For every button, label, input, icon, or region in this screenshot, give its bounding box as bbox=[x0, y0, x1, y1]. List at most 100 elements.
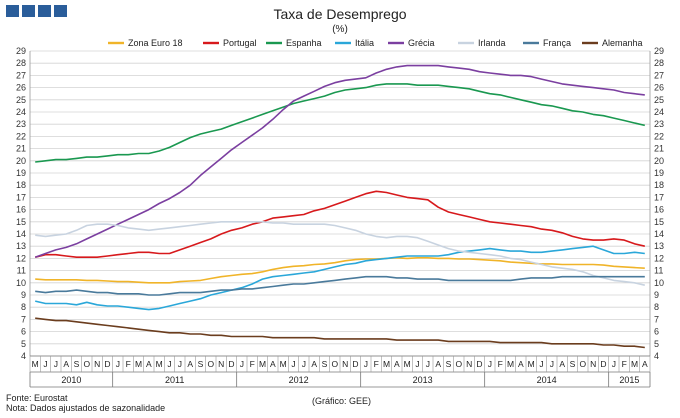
x-tick-label: D bbox=[228, 359, 234, 369]
year-label: 2013 bbox=[413, 375, 433, 385]
y-tick-label-right: 9 bbox=[654, 290, 659, 300]
x-tick-label: J bbox=[550, 359, 554, 369]
x-tick-label: A bbox=[435, 359, 441, 369]
y-tick-label-right: 19 bbox=[654, 168, 664, 178]
x-tick-label: A bbox=[270, 359, 276, 369]
y-tick-label-right: 7 bbox=[654, 314, 659, 324]
x-tick-label: A bbox=[642, 359, 648, 369]
legend-label: Itália bbox=[355, 38, 374, 48]
x-tick-label: S bbox=[198, 359, 204, 369]
y-tick-label-right: 14 bbox=[654, 229, 664, 239]
x-tick-label: M bbox=[135, 359, 142, 369]
x-tick-label: D bbox=[600, 359, 606, 369]
legend-label: Irlanda bbox=[478, 38, 506, 48]
x-tick-label: N bbox=[466, 359, 472, 369]
x-tick-label: A bbox=[311, 359, 317, 369]
x-tick-label: S bbox=[446, 359, 452, 369]
x-tick-label: O bbox=[580, 359, 587, 369]
x-tick-label: S bbox=[570, 359, 576, 369]
x-tick-label: F bbox=[498, 359, 503, 369]
x-tick-label: F bbox=[622, 359, 627, 369]
y-tick-label-right: 10 bbox=[654, 278, 664, 288]
x-tick-label: M bbox=[528, 359, 535, 369]
x-tick-label: J bbox=[426, 359, 430, 369]
x-tick-label: J bbox=[302, 359, 306, 369]
y-tick-label-left: 12 bbox=[16, 253, 26, 263]
x-tick-label: N bbox=[94, 359, 100, 369]
x-tick-label: A bbox=[518, 359, 524, 369]
series-line-fran-a bbox=[35, 275, 645, 296]
y-tick-label-left: 16 bbox=[16, 205, 26, 215]
x-tick-label: M bbox=[32, 359, 39, 369]
x-tick-label: J bbox=[167, 359, 171, 369]
x-tick-label: J bbox=[415, 359, 419, 369]
y-tick-label-right: 18 bbox=[654, 180, 664, 190]
x-tick-label: M bbox=[259, 359, 266, 369]
y-tick-label-right: 8 bbox=[654, 302, 659, 312]
x-tick-label: S bbox=[322, 359, 328, 369]
y-tick-label-left: 9 bbox=[21, 290, 26, 300]
y-tick-label-right: 24 bbox=[654, 107, 664, 117]
x-tick-label: O bbox=[208, 359, 215, 369]
y-tick-label-right: 23 bbox=[654, 119, 664, 129]
x-tick-label: M bbox=[631, 359, 638, 369]
series-line-espanha bbox=[35, 83, 645, 163]
y-tick-label-right: 4 bbox=[654, 351, 659, 361]
x-tick-label: A bbox=[63, 359, 69, 369]
y-tick-label-left: 10 bbox=[16, 278, 26, 288]
x-tick-label: A bbox=[559, 359, 565, 369]
legend-label: Grécia bbox=[408, 38, 435, 48]
x-tick-label: O bbox=[84, 359, 91, 369]
y-tick-label-right: 12 bbox=[654, 253, 664, 263]
y-tick-label-right: 27 bbox=[654, 70, 664, 80]
y-tick-label-left: 8 bbox=[21, 302, 26, 312]
x-tick-label: S bbox=[74, 359, 80, 369]
legend-label: Portugal bbox=[223, 38, 257, 48]
y-tick-label-right: 29 bbox=[654, 46, 664, 56]
y-tick-label-left: 20 bbox=[16, 156, 26, 166]
y-tick-label-left: 28 bbox=[16, 58, 26, 68]
x-tick-label: O bbox=[332, 359, 339, 369]
x-tick-label: J bbox=[240, 359, 244, 369]
x-tick-label: J bbox=[612, 359, 616, 369]
y-tick-label-right: 22 bbox=[654, 131, 664, 141]
x-tick-label: M bbox=[383, 359, 390, 369]
y-tick-label-left: 25 bbox=[16, 95, 26, 105]
y-tick-label-right: 20 bbox=[654, 156, 664, 166]
legend-label: Espanha bbox=[286, 38, 322, 48]
x-tick-label: J bbox=[178, 359, 182, 369]
x-tick-label: F bbox=[250, 359, 255, 369]
y-tick-label-left: 19 bbox=[16, 168, 26, 178]
adjustment-note: Nota: Dados ajustados de sazonalidade bbox=[6, 403, 166, 413]
series-line-irlanda bbox=[35, 221, 645, 286]
y-tick-label-left: 18 bbox=[16, 180, 26, 190]
x-tick-label: F bbox=[374, 359, 379, 369]
x-tick-label: J bbox=[364, 359, 368, 369]
year-label: 2014 bbox=[537, 375, 557, 385]
y-tick-label-right: 11 bbox=[654, 266, 663, 276]
logo-block-3 bbox=[38, 5, 51, 17]
y-tick-label-right: 16 bbox=[654, 205, 664, 215]
x-tick-label: M bbox=[280, 359, 287, 369]
y-tick-label-left: 6 bbox=[21, 327, 26, 337]
series-line-zona-euro-18 bbox=[35, 256, 645, 284]
x-tick-label: A bbox=[146, 359, 152, 369]
legend-label: Alemanha bbox=[602, 38, 643, 48]
y-tick-label-left: 5 bbox=[21, 339, 26, 349]
y-tick-label-left: 13 bbox=[16, 241, 26, 251]
series-line-it-lia bbox=[35, 245, 645, 311]
x-tick-label: N bbox=[342, 359, 348, 369]
x-tick-label: J bbox=[291, 359, 295, 369]
x-tick-label: O bbox=[456, 359, 463, 369]
x-tick-label: J bbox=[539, 359, 543, 369]
x-tick-label: M bbox=[507, 359, 514, 369]
y-tick-label-right: 5 bbox=[654, 339, 659, 349]
source-note: Fonte: Eurostat bbox=[6, 393, 68, 403]
y-tick-label-left: 27 bbox=[16, 70, 26, 80]
x-tick-label: J bbox=[43, 359, 47, 369]
series-line-gr-cia bbox=[34, 64, 645, 258]
y-tick-label-left: 22 bbox=[16, 131, 26, 141]
x-tick-label: A bbox=[394, 359, 400, 369]
y-tick-label-left: 7 bbox=[21, 314, 26, 324]
